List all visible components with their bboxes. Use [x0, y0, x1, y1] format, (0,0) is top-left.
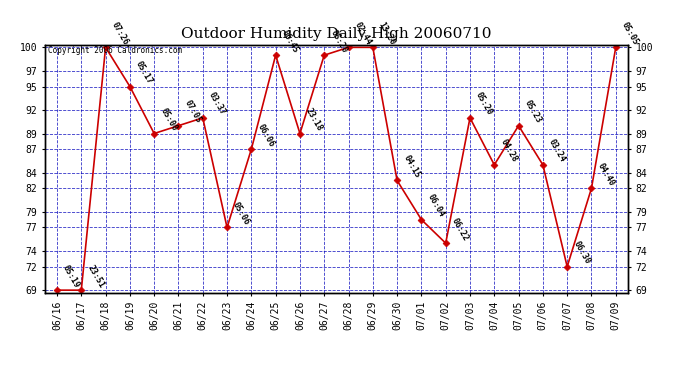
Text: 05:06: 05:06	[231, 201, 252, 227]
Text: 04:28: 04:28	[498, 138, 519, 164]
Text: 23:51: 23:51	[86, 263, 106, 290]
Text: 03:37: 03:37	[207, 91, 227, 117]
Text: 07:26: 07:26	[110, 20, 130, 46]
Text: 07:05: 07:05	[183, 99, 203, 125]
Text: 05:17: 05:17	[134, 60, 155, 86]
Text: 04:40: 04:40	[595, 161, 616, 188]
Text: 04:15: 04:15	[402, 154, 422, 180]
Text: 06:04: 06:04	[426, 193, 446, 219]
Text: 06:45: 06:45	[280, 28, 300, 54]
Text: 23:18: 23:18	[304, 106, 324, 133]
Text: 13:20: 13:20	[377, 20, 397, 46]
Text: 06:30: 06:30	[571, 240, 591, 266]
Text: 03:24: 03:24	[547, 138, 567, 164]
Text: Copyright 2006 Caldronics.com: Copyright 2006 Caldronics.com	[48, 46, 182, 55]
Text: 05:19: 05:19	[61, 263, 81, 290]
Text: 05:20: 05:20	[328, 28, 348, 54]
Text: 05:00: 05:00	[158, 106, 179, 133]
Title: Outdoor Humidity Daily High 20060710: Outdoor Humidity Daily High 20060710	[181, 27, 491, 41]
Text: 05:23: 05:23	[523, 99, 543, 125]
Text: 06:06: 06:06	[255, 122, 276, 148]
Text: 05:20: 05:20	[474, 91, 495, 117]
Text: 02:44: 02:44	[353, 20, 373, 46]
Text: 05:05: 05:05	[620, 20, 640, 46]
Text: 06:22: 06:22	[450, 216, 470, 242]
